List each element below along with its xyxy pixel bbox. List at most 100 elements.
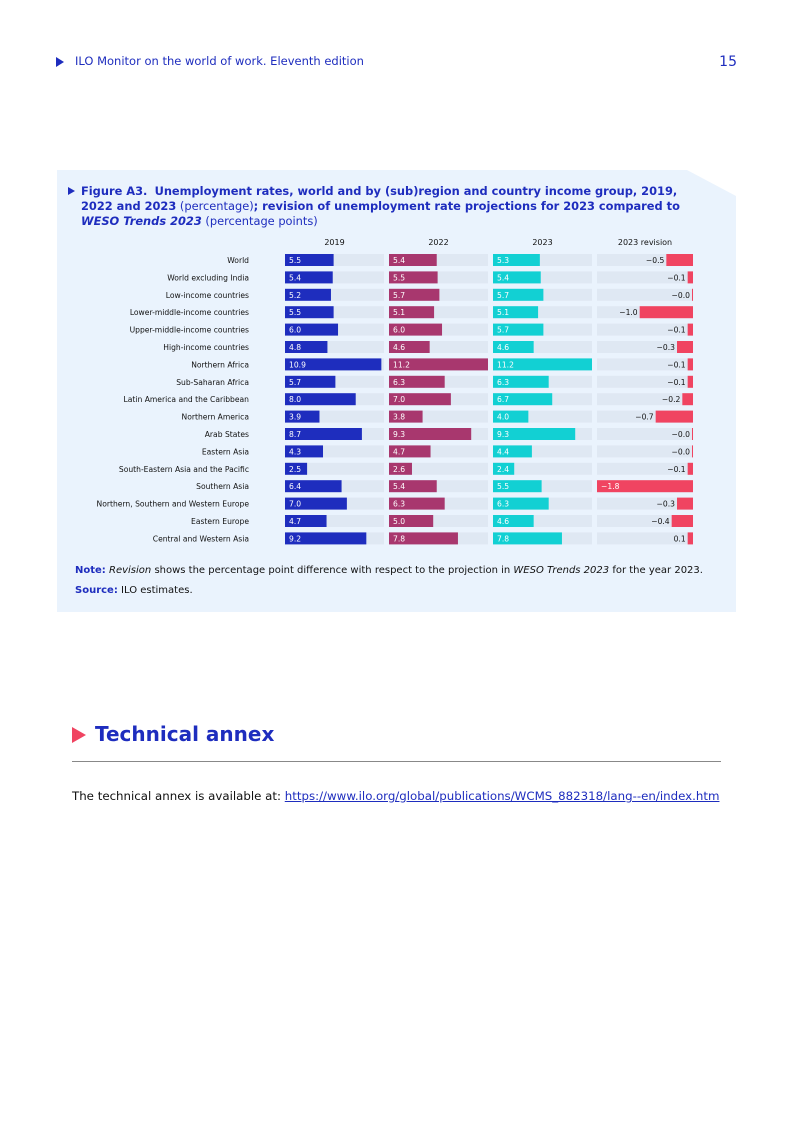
data-label: 7.0 (393, 395, 405, 404)
triangle-icon (68, 187, 75, 195)
data-label: 5.5 (393, 273, 405, 282)
bar-2023-10 (493, 428, 576, 440)
data-label: 4.6 (497, 517, 509, 526)
data-label: 4.7 (393, 447, 405, 456)
data-label: 5.5 (289, 308, 301, 317)
data-label: 3.9 (289, 413, 301, 422)
source-label: Source: (75, 585, 118, 596)
category-label: Upper-middle-income countries (130, 326, 249, 335)
bar-revision-7 (687, 375, 693, 388)
bar-track (285, 462, 384, 475)
bar-revision-0 (666, 254, 693, 266)
data-label: 6.0 (393, 326, 405, 335)
data-label: 6.4 (289, 482, 301, 491)
category-label: Northern America (182, 413, 249, 422)
bar-track (389, 462, 488, 475)
bar-2019-5 (285, 341, 328, 353)
bar-2019-10 (285, 428, 362, 440)
bar-2023-16 (493, 532, 562, 545)
data-label: −0.1 (667, 378, 686, 387)
bar-track (597, 532, 693, 545)
bar-2019-8 (285, 393, 356, 406)
column-header-1: 2022 (428, 238, 448, 247)
bar-revision-5 (677, 341, 693, 353)
data-label: 8.7 (289, 430, 301, 439)
data-label: 5.0 (393, 517, 405, 526)
bar-track (597, 497, 693, 510)
bar-2022-1 (389, 271, 438, 284)
bar-2019-9 (285, 410, 320, 423)
data-label: 4.7 (289, 517, 301, 526)
data-label: −1.0 (619, 308, 638, 317)
publication-title: ILO Monitor on the world of work. Eleven… (75, 54, 364, 68)
data-label: 4.8 (289, 343, 301, 352)
category-label: Lower-middle-income countries (130, 308, 249, 317)
bar-revision-15 (671, 515, 693, 527)
note-italic-1: Revision (109, 565, 152, 576)
annex-link[interactable]: https://www.ilo.org/global/publications/… (284, 789, 720, 803)
bar-revision-9 (655, 410, 693, 423)
bar-2022-3 (389, 306, 435, 319)
bar-revision-13 (597, 480, 693, 493)
column-header-3: 2023 revision (618, 238, 672, 247)
note-italic-2: WESO Trends 2023 (513, 565, 610, 576)
data-label: 7.8 (497, 534, 509, 543)
data-label: 6.3 (497, 500, 509, 509)
bar-revision-2 (692, 288, 693, 301)
category-label: Northern, Southern and Western Europe (97, 500, 250, 509)
bar-2022-10 (389, 428, 472, 440)
category-label: World excluding India (167, 273, 249, 282)
data-label: −0.1 (667, 465, 686, 474)
data-label: −0.2 (662, 395, 681, 404)
source-text: ILO estimates. (121, 585, 193, 596)
note-text-1: shows the percentage point difference wi… (154, 565, 511, 576)
note-label: Note: (75, 565, 106, 576)
bar-track (597, 323, 693, 336)
bar-revision-6 (687, 358, 693, 371)
bar-2023-2 (493, 288, 544, 301)
bar-track (597, 288, 693, 301)
data-label: 6.3 (393, 500, 405, 509)
data-label: −1.8 (601, 482, 620, 491)
data-label: 0.1 (674, 534, 686, 543)
bar-2023-0 (493, 254, 540, 266)
data-label: 4.6 (393, 343, 405, 352)
data-label: 4.4 (497, 447, 509, 456)
bar-2023-8 (493, 393, 553, 406)
data-label: 11.2 (393, 360, 410, 369)
data-label: 4.0 (497, 413, 509, 422)
bar-track (597, 445, 693, 458)
triangle-icon (72, 727, 86, 743)
bar-2023-14 (493, 497, 549, 510)
bar-track (597, 393, 693, 406)
figure-title-ref: WESO Trends 2023 (81, 214, 202, 228)
annex-intro: The technical annex is available at: (72, 789, 281, 803)
data-label: 5.4 (393, 256, 405, 265)
data-label: 11.2 (497, 360, 514, 369)
bar-2023-3 (493, 306, 539, 319)
data-label: 6.7 (497, 395, 509, 404)
data-label: 10.9 (289, 360, 306, 369)
bar-2019-11 (285, 445, 324, 458)
bar-2022-16 (389, 532, 458, 545)
bar-track (597, 358, 693, 371)
column-header-2: 2023 (532, 238, 552, 247)
bar-2022-2 (389, 288, 440, 301)
category-label: Northern Africa (191, 360, 249, 369)
category-label: World (227, 256, 249, 265)
bar-2023-9 (493, 410, 529, 423)
data-label: 5.4 (289, 273, 301, 282)
bar-track (597, 462, 693, 475)
figure-note: Note: Revision shows the percentage poin… (75, 565, 703, 576)
bar-track (597, 271, 693, 284)
data-label: −0.1 (667, 273, 686, 282)
data-label: −0.1 (667, 326, 686, 335)
figure-source: Source: ILO estimates. (75, 585, 193, 596)
data-label: 5.7 (393, 291, 405, 300)
data-label: 5.5 (289, 256, 301, 265)
data-label: 2.4 (497, 465, 509, 474)
data-label: 4.3 (289, 447, 301, 456)
bar-revision-4 (687, 323, 693, 336)
bar-2019-2 (285, 288, 331, 301)
bar-2022-8 (389, 393, 451, 406)
